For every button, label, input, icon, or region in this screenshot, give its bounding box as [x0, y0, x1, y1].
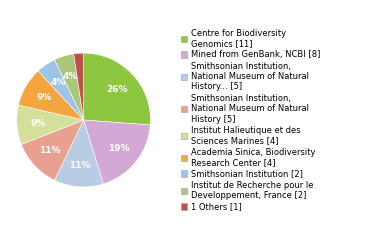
Text: 26%: 26%: [106, 84, 128, 94]
Wedge shape: [74, 53, 84, 120]
Text: 4%: 4%: [50, 78, 66, 87]
Wedge shape: [55, 120, 103, 187]
Wedge shape: [84, 120, 150, 184]
Wedge shape: [84, 53, 150, 125]
Text: 19%: 19%: [108, 144, 130, 153]
Wedge shape: [17, 105, 84, 144]
Wedge shape: [38, 60, 84, 120]
Text: 9%: 9%: [36, 93, 52, 102]
Text: 4%: 4%: [62, 72, 78, 81]
Text: 11%: 11%: [70, 161, 91, 170]
Wedge shape: [18, 71, 84, 120]
Wedge shape: [55, 54, 84, 120]
Wedge shape: [21, 120, 84, 180]
Text: 9%: 9%: [30, 119, 46, 128]
Text: 11%: 11%: [40, 146, 61, 156]
Legend: Centre for Biodiversity
Genomics [11], Mined from GenBank, NCBI [8], Smithsonian: Centre for Biodiversity Genomics [11], M…: [180, 28, 321, 212]
